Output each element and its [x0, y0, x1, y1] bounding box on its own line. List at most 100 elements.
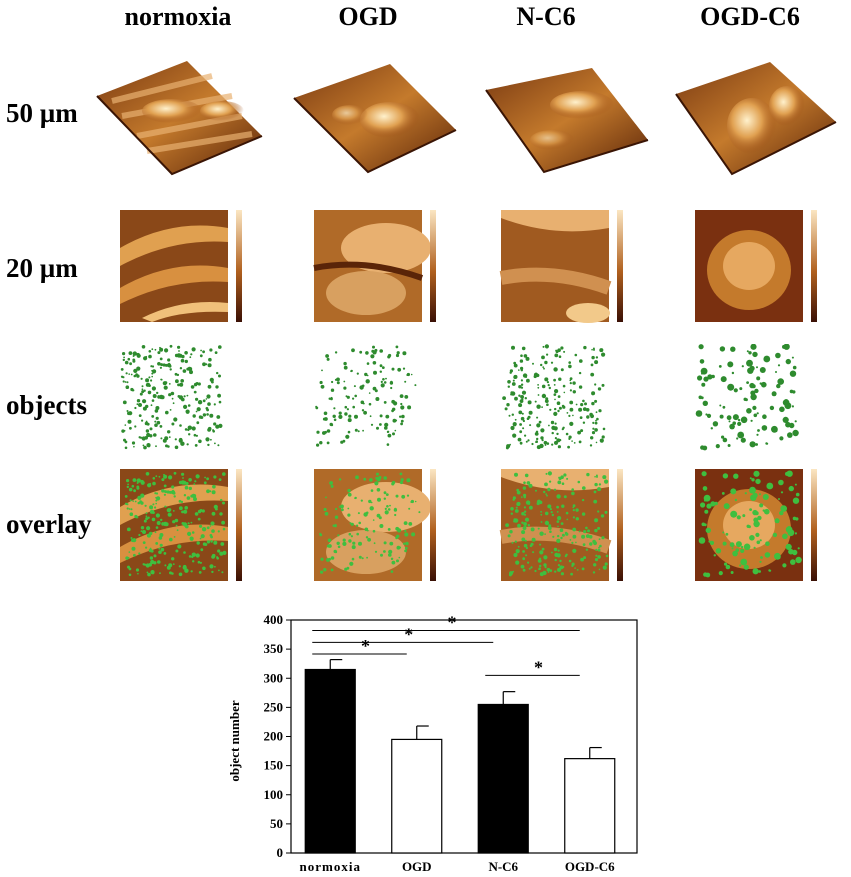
- object-dot: [721, 435, 725, 439]
- object-dot: [540, 363, 543, 367]
- object-dot: [159, 347, 164, 352]
- overlay-dot: [527, 524, 530, 527]
- object-dot: [351, 348, 355, 353]
- object-dot: [544, 377, 549, 382]
- overlay-dot: [351, 545, 356, 550]
- overlay-dot: [146, 526, 151, 531]
- overlay-dot: [155, 502, 157, 505]
- object-dot: [580, 403, 584, 407]
- overlay-dot: [722, 541, 727, 546]
- object-dot: [196, 421, 200, 425]
- object-dot: [761, 381, 767, 388]
- object-dot: [143, 445, 147, 450]
- overlay-dot: [510, 512, 513, 515]
- overlay-dot: [173, 495, 176, 498]
- overlay-dot: [216, 556, 219, 559]
- object-dot: [544, 344, 549, 349]
- overlay-dot: [537, 527, 540, 530]
- row-label-overlay: overlay: [6, 509, 92, 539]
- object-dot: [525, 440, 528, 443]
- overlay-dot: [383, 476, 387, 480]
- object-dot: [159, 366, 162, 369]
- overlay-dot: [391, 482, 395, 486]
- object-dot: [773, 428, 778, 433]
- overlay-dot: [323, 568, 327, 572]
- object-dot: [567, 445, 570, 449]
- object-dot: [746, 359, 753, 367]
- object-dot: [762, 414, 767, 419]
- object-dot: [590, 415, 594, 419]
- overlay-dot: [794, 483, 797, 486]
- overlay-dot: [594, 558, 599, 562]
- column-title-n-c6: N-C6: [516, 2, 576, 31]
- object-dot: [571, 440, 573, 442]
- overlay-dot: [521, 496, 523, 498]
- overlay-dot: [585, 548, 589, 551]
- object-dot: [541, 393, 547, 399]
- object-dot: [583, 345, 587, 350]
- overlay-dot: [547, 504, 552, 509]
- overlay-dot: [350, 535, 353, 538]
- overlay-dot: [411, 532, 416, 537]
- object-dot: [520, 354, 523, 357]
- overlay-dot: [183, 494, 187, 497]
- overlay-dot: [217, 530, 220, 533]
- object-dot: [153, 433, 157, 437]
- overlay-dot: [126, 485, 129, 489]
- overlay-dot: [376, 477, 381, 482]
- object-dot: [594, 383, 597, 386]
- overlay-dot: [538, 567, 541, 570]
- overlay-dot: [706, 503, 712, 509]
- object-dot: [520, 366, 524, 370]
- object-dot: [577, 430, 581, 435]
- overlay-dot: [721, 492, 725, 495]
- object-dot: [750, 344, 757, 350]
- object-dot: [332, 414, 336, 418]
- overlay-dot: [178, 572, 183, 577]
- object-dot: [765, 442, 768, 445]
- object-dot: [512, 433, 517, 438]
- object-dot: [207, 363, 212, 368]
- object-dot: [410, 373, 413, 376]
- overlay-dot: [220, 498, 223, 502]
- object-dot: [319, 441, 323, 445]
- overlay-dot: [131, 484, 135, 488]
- overlay-dot: [193, 483, 196, 486]
- overlay-dot: [152, 481, 156, 486]
- object-dot: [151, 415, 155, 418]
- object-dot: [196, 407, 201, 412]
- overlay-dot: [178, 499, 182, 503]
- object-dot: [380, 383, 385, 388]
- overlay-dot: [580, 557, 584, 562]
- overlay-dot: [560, 536, 563, 540]
- overlay-dot: [525, 546, 528, 550]
- overlay-dot: [218, 569, 220, 572]
- overlay-dot: [751, 478, 755, 482]
- overlay-dot: [553, 488, 557, 491]
- overlay-dot: [731, 547, 734, 550]
- object-dot: [783, 344, 790, 350]
- overlay-dot: [145, 515, 148, 518]
- object-dot: [582, 407, 587, 411]
- overlay-dot: [532, 551, 535, 554]
- overlay-dot: [734, 498, 738, 502]
- objects-map-normoxia: [120, 344, 223, 450]
- overlay-dot: [140, 530, 143, 533]
- object-dot: [590, 372, 595, 377]
- overlay-dot: [161, 522, 164, 525]
- object-dot: [519, 441, 523, 445]
- overlay-dot: [581, 512, 586, 516]
- overlay-dot: [572, 548, 577, 553]
- overlay-dot: [142, 563, 145, 566]
- object-dot: [756, 412, 759, 415]
- overlay-dot: [582, 543, 586, 546]
- overlay-dot: [152, 477, 156, 480]
- overlay-dot: [735, 541, 742, 548]
- overlay-dot: [365, 536, 369, 539]
- object-dot: [568, 361, 571, 364]
- object-dot: [131, 441, 136, 445]
- overlay-dot: [702, 486, 708, 491]
- overlay-dot: [524, 473, 529, 478]
- object-dot: [521, 412, 524, 415]
- object-dot: [215, 385, 219, 389]
